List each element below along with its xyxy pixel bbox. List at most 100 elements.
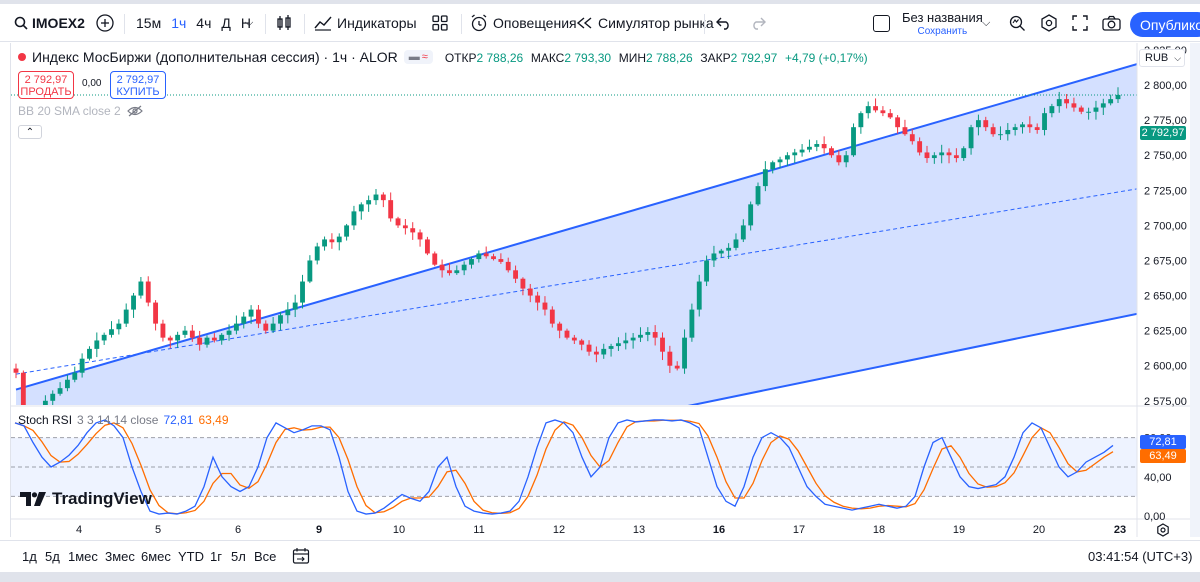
range-3[interactable]: 3мес <box>105 549 135 564</box>
timeframe-1[interactable]: 1ч <box>171 15 187 31</box>
range-1[interactable]: 5д <box>45 549 60 564</box>
candle-body <box>1042 113 1047 130</box>
range-7[interactable]: 5л <box>231 549 246 564</box>
range-6[interactable]: 1г <box>210 549 222 564</box>
candle-body <box>1086 111 1092 113</box>
publish-button[interactable]: Опубликов <box>1130 12 1200 37</box>
snapshot-button[interactable] <box>1102 4 1121 42</box>
time-scale-settings-icon <box>1157 523 1169 537</box>
candle-body <box>270 323 276 331</box>
candle-body <box>160 323 166 338</box>
symbol-title[interactable]: Индекс МосБиржи (дополнительная сессия) … <box>32 49 398 65</box>
simulator-button[interactable]: Симулятор рынка <box>575 4 714 42</box>
symbol-search[interactable]: IMOEX2 <box>14 4 85 42</box>
tradingview-logo[interactable]: TradingView <box>20 489 152 509</box>
right-side-panel[interactable] <box>1190 43 1200 537</box>
candle-body <box>1108 99 1114 104</box>
candle-body <box>1100 103 1106 108</box>
candle-body <box>616 343 621 347</box>
candle-body <box>402 225 408 229</box>
timeframe-3[interactable]: Д <box>221 15 231 31</box>
candle-body <box>153 302 159 324</box>
clock[interactable]: 03:41:54 (UTC+3) <box>1088 549 1193 564</box>
layout-checkbox[interactable] <box>873 4 890 42</box>
candle-body <box>762 169 768 187</box>
candle-body <box>336 236 342 243</box>
bb-indicator-legend[interactable]: BB 20 SMA close 2 <box>18 104 143 118</box>
chart-type-button[interactable] <box>276 4 292 42</box>
candle-body <box>990 127 996 135</box>
alerts-label: Оповещения <box>493 15 577 31</box>
candle-body <box>226 330 232 335</box>
settings-button[interactable] <box>1040 4 1058 42</box>
fullscreen-button[interactable] <box>1072 4 1088 42</box>
candle-body <box>983 120 989 128</box>
timeframe-0[interactable]: 15м <box>136 15 162 31</box>
timeframe-4[interactable]: Н <box>240 15 251 31</box>
candles-icon <box>277 15 291 30</box>
browser-strip <box>0 0 1200 4</box>
alarm-clock-icon <box>471 14 487 32</box>
candle-body <box>94 340 100 349</box>
timeframe-2[interactable]: 4ч <box>196 15 212 31</box>
undo-button[interactable] <box>716 4 732 42</box>
candle-body <box>513 270 518 279</box>
symbol-label: IMOEX2 <box>32 15 85 31</box>
candle-body <box>667 351 673 366</box>
range-5[interactable]: YTD <box>178 549 204 564</box>
mode-indicator-2: ≈ <box>421 51 428 63</box>
candle-body <box>395 218 401 226</box>
layout-name-block[interactable]: Без названия Сохранить <box>902 11 983 38</box>
layout-save-link[interactable]: Сохранить <box>917 26 968 37</box>
buy-button[interactable]: 2 792,97 КУПИТЬ <box>110 71 166 99</box>
collapse-legend-button[interactable]: ⌃ <box>18 125 42 139</box>
price-tick-6: 2 675,00 <box>1144 255 1187 267</box>
sell-button[interactable]: 2 792,97 ПРОДАТЬ <box>18 71 74 99</box>
indicators-button[interactable]: Индикаторы <box>314 4 417 42</box>
pane-left-edge <box>10 43 11 537</box>
time-tick-8: 16 <box>713 524 725 536</box>
buy-price: 2 792,97 <box>116 74 160 86</box>
rewind-icon <box>576 17 592 29</box>
candle-body <box>197 337 203 345</box>
candle-body <box>542 302 548 310</box>
time-scale[interactable]: 4 5 6 9 10 11 12 13 16 17 18 19 20 23 <box>76 523 1169 537</box>
candle-body <box>123 309 129 324</box>
candle-body <box>300 281 305 303</box>
redo-button[interactable] <box>750 4 766 42</box>
goto-date-button[interactable] <box>292 547 310 570</box>
time-tick-6: 12 <box>553 524 565 536</box>
range-2[interactable]: 1мес <box>68 549 98 564</box>
templates-button[interactable] <box>432 4 448 42</box>
low-value: 2 788,26 <box>646 50 693 65</box>
candle-body <box>72 372 78 380</box>
range-4[interactable]: 6мес <box>141 549 171 564</box>
candle-body <box>483 253 489 257</box>
candle-body <box>57 388 63 394</box>
stoch-tick-2: 0,00 <box>1144 511 1165 523</box>
layout-dropdown[interactable]: ⌵ <box>982 4 990 42</box>
candle-body <box>630 337 636 341</box>
alerts-button[interactable]: Оповещения <box>470 4 577 42</box>
stoch-rsi-legend[interactable]: Stoch RSI 3 3 14 14 close 72,81 63,49 <box>18 413 229 427</box>
open-key: ОТКР <box>444 50 477 65</box>
candle-body <box>652 332 658 338</box>
divider <box>265 14 266 34</box>
price-tick-7: 2 650,00 <box>1144 291 1187 303</box>
chart-canvas[interactable]: 2 825,002 800,002 775,002 750,002 725,00… <box>0 43 1200 537</box>
add-circle-icon <box>96 14 114 32</box>
data-mode-pill[interactable]: ▬ ≈ <box>403 50 433 64</box>
candle-body <box>851 127 856 156</box>
candle-body <box>799 149 805 153</box>
timeframe-dropdown[interactable]: ⌵ <box>245 4 253 42</box>
compare-button[interactable] <box>96 4 114 42</box>
time-tick-12: 20 <box>1033 524 1045 536</box>
eye-off-icon[interactable] <box>126 105 143 117</box>
quick-search-button[interactable] <box>1008 4 1026 42</box>
candle-body <box>660 337 665 352</box>
gear-icon <box>1041 14 1057 32</box>
range-8[interactable]: Все <box>254 549 277 564</box>
currency-button[interactable]: RUB ⌵ <box>1139 49 1185 67</box>
candle-body <box>1049 106 1055 114</box>
range-0[interactable]: 1д <box>22 549 37 564</box>
